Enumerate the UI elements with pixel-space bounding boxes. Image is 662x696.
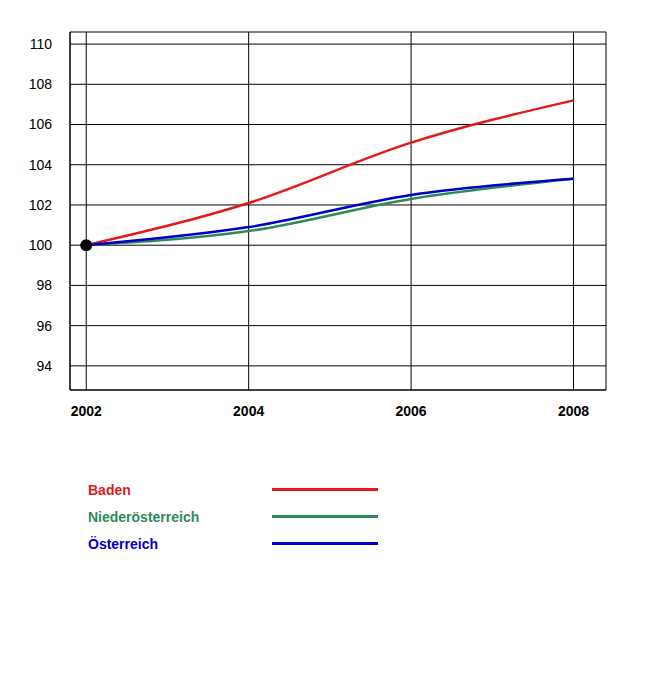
svg-text:96: 96 xyxy=(36,318,52,334)
svg-text:2008: 2008 xyxy=(558,403,589,419)
svg-text:108: 108 xyxy=(29,76,53,92)
svg-text:98: 98 xyxy=(36,277,52,293)
svg-text:94: 94 xyxy=(36,358,52,374)
svg-text:2002: 2002 xyxy=(71,403,102,419)
html-text:Baden: Baden xyxy=(88,481,131,498)
svg-text:102: 102 xyxy=(29,197,53,213)
html-text:Niederösterreich: Niederösterreich xyxy=(88,508,200,525)
svg-text:110: 110 xyxy=(30,36,53,52)
svg-text:100: 100 xyxy=(29,237,53,253)
html-text:Österreich: Österreich xyxy=(88,535,158,552)
svg-text:2006: 2006 xyxy=(396,403,427,419)
svg-text:106: 106 xyxy=(29,116,53,132)
svg-text:2004: 2004 xyxy=(233,403,264,419)
svg-text:104: 104 xyxy=(29,157,53,173)
